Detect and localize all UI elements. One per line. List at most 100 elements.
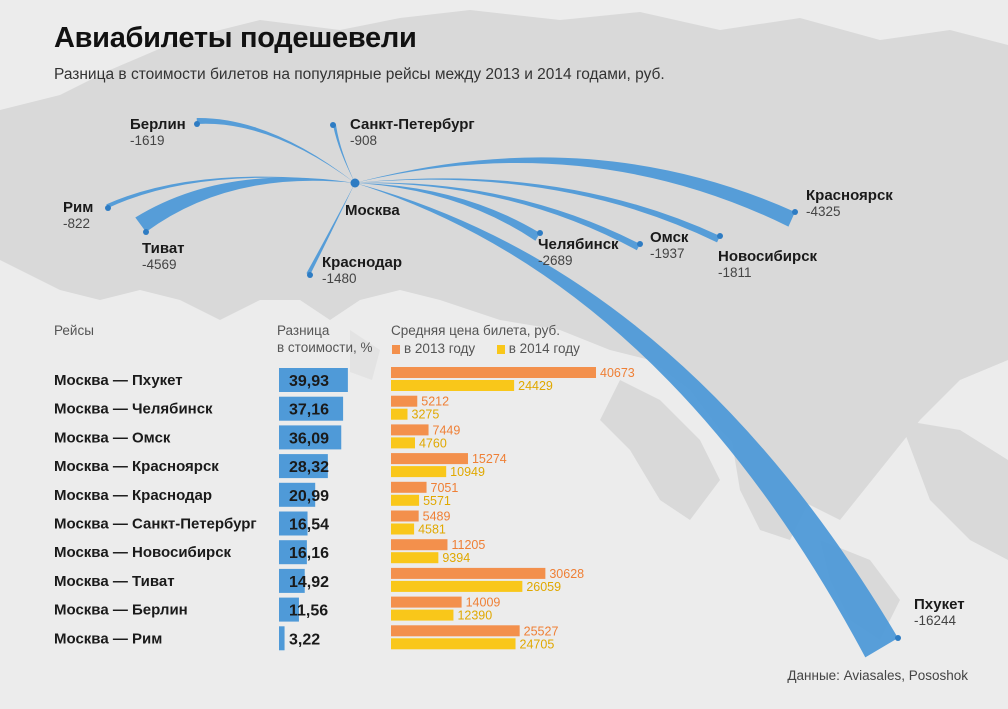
city-dot (194, 121, 200, 127)
price-label-2014: 10949 (450, 465, 485, 479)
price-label-2014: 3275 (412, 408, 440, 422)
city-dot (637, 241, 643, 247)
hub-dot (350, 178, 360, 188)
city-name: Пхукет (914, 596, 965, 613)
diff-value: 28,32 (289, 459, 329, 476)
city-label: Красноярск -4325 (806, 187, 893, 220)
city-dot (895, 635, 901, 641)
route-8 (355, 178, 720, 243)
diff-header: Разница в стоимости, % (277, 322, 373, 356)
price-bar-2013 (391, 510, 419, 522)
city-dot (105, 205, 111, 211)
diff-bar (279, 568, 305, 593)
price-label-2013: 40673 (600, 366, 635, 380)
city-label: Рим -822 (63, 199, 93, 232)
price-header: Средняя цена билета, руб. (391, 323, 560, 338)
route-2 (333, 124, 355, 183)
city-diff: -1811 (718, 265, 752, 281)
price-label-2014: 5571 (423, 494, 451, 508)
routes-header: Рейсы (54, 323, 94, 338)
price-label-2013: 14009 (466, 596, 501, 610)
route-label: Москва — Челябинск (54, 401, 213, 418)
diff-value: 14,92 (289, 574, 329, 591)
diff-value: 39,93 (289, 373, 329, 390)
city-dot (717, 233, 723, 239)
price-bar-2014 (391, 437, 415, 449)
price-bar-2013 (391, 453, 468, 465)
city-name: Тиват (142, 240, 185, 257)
route-label: Москва — Берлин (54, 602, 188, 619)
diff-bar (279, 368, 348, 392)
price-bar-2013 (391, 367, 596, 378)
city-label: Челябинск -2689 (538, 236, 619, 269)
price-bar-2013 (391, 424, 429, 436)
city-name: Рим (63, 199, 94, 216)
route-label: Москва — Краснодар (54, 487, 212, 504)
price-label-2013: 5212 (421, 395, 449, 409)
price-label-2013: 7051 (431, 481, 459, 495)
city-diff: -908 (350, 133, 378, 149)
price-bar-2013 (391, 539, 448, 551)
city-name: Омск (650, 229, 689, 246)
city-label: Пхукет -16244 (914, 596, 965, 629)
legend-2014-label: в 2014 году (508, 341, 580, 356)
city-diff: -16244 (914, 613, 957, 629)
price-bar-2014 (391, 408, 408, 420)
city-name: Красноярск (806, 187, 893, 204)
price-label-2014: 4581 (418, 523, 446, 537)
city-name: Санкт-Петербург (350, 116, 475, 133)
city-name: Новосибирск (718, 248, 818, 265)
price-bar-2013 (391, 596, 462, 608)
diff-bar (279, 540, 307, 565)
diff-bar (279, 511, 308, 536)
route-label: Москва — Пхукет (54, 372, 183, 389)
city-name: Челябинск (538, 236, 619, 253)
diff-bar (279, 425, 342, 450)
price-bar-2014 (391, 494, 420, 506)
city-label: Берлин -1619 (130, 116, 186, 149)
diff-value: 36,09 (289, 430, 329, 447)
route-label: Москва — Тиват (54, 573, 175, 590)
city-diff: -2689 (538, 253, 573, 269)
city-diff: -1619 (130, 133, 165, 149)
price-bar-2013 (391, 625, 520, 637)
page-title: Авиабилеты подешевели (54, 22, 417, 54)
diff-bar (279, 597, 299, 622)
price-label-2014: 9394 (442, 551, 470, 565)
diff-header-line1: Разница (277, 323, 330, 338)
hub-name: Москва (345, 202, 400, 219)
route-label: Москва — Новосибирск (54, 544, 232, 561)
route-label: Москва — Красноярск (54, 458, 219, 475)
price-label-2013: 15274 (472, 452, 507, 466)
diff-header-line2: в стоимости, % (277, 340, 373, 355)
route-4 (135, 177, 355, 232)
city-dot (537, 230, 543, 236)
price-label-2014: 26059 (526, 580, 561, 594)
city-dot (792, 209, 798, 215)
route-label: Москва — Санкт-Петербург (54, 516, 257, 533)
city-label: Тиват -4569 (142, 240, 185, 273)
city-diff: -1480 (322, 271, 357, 287)
price-bar-2014 (391, 638, 516, 650)
price-label-2014: 24705 (520, 637, 555, 651)
city-dot (143, 229, 149, 235)
legend-2013-swatch (392, 345, 400, 354)
price-bar-2013 (391, 395, 418, 407)
city-diff: -4325 (806, 204, 841, 220)
price-bar-2014 (391, 609, 454, 621)
city-name: Берлин (130, 116, 186, 133)
flight-routes (105, 117, 901, 658)
city-diff: -4569 (142, 257, 177, 273)
city-label: Санкт-Петербург -908 (350, 116, 475, 149)
price-label-2013: 25527 (524, 624, 559, 638)
city-label: Краснодар -1480 (322, 254, 402, 287)
price-bar-2013 (391, 481, 427, 493)
legend: в 2013 году в 2014 году (392, 341, 580, 356)
city-label: Новосибирск -1811 (718, 248, 817, 281)
price-bar-2014 (391, 523, 415, 535)
price-bar-2014 (391, 552, 439, 564)
route-9 (355, 157, 795, 227)
diff-value: 16,54 (289, 517, 329, 534)
